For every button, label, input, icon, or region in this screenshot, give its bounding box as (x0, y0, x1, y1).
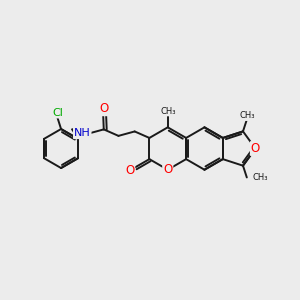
Text: CH₃: CH₃ (160, 106, 176, 116)
Text: O: O (163, 163, 172, 176)
Text: O: O (251, 142, 260, 155)
Text: O: O (125, 164, 134, 177)
Text: CH₃: CH₃ (239, 111, 255, 120)
Text: O: O (100, 102, 109, 115)
Text: NH: NH (74, 128, 91, 138)
Text: CH₃: CH₃ (252, 173, 268, 182)
Text: Cl: Cl (52, 107, 63, 118)
